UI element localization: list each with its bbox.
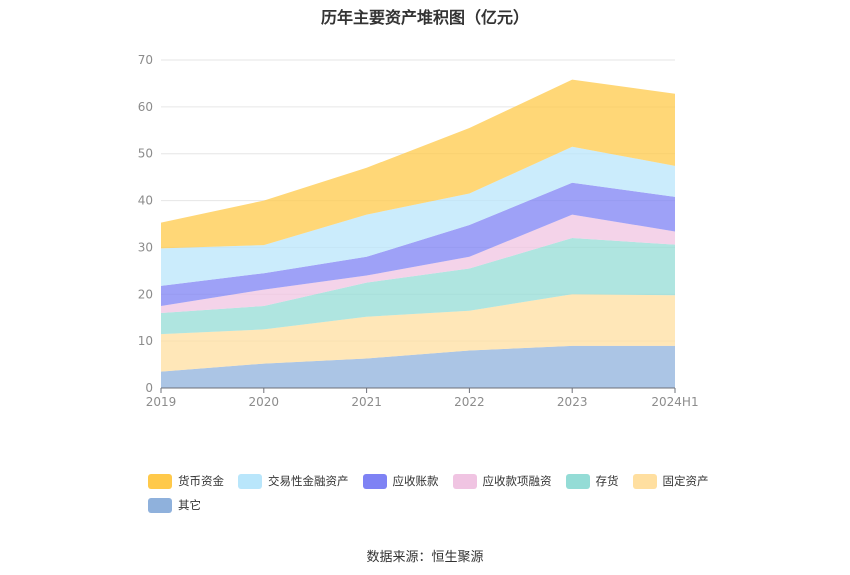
area-series-应收款项融资 (161, 214, 675, 314)
area-series-固定资产 (161, 294, 675, 372)
y-tick-label: 10 (138, 334, 153, 348)
area-series-存货 (161, 238, 675, 335)
legend-label: 其它 (178, 498, 201, 512)
legend-swatch (238, 473, 262, 489)
x-tick-label: 2023 (557, 395, 588, 409)
chart-title: 历年主要资产堆积图（亿元） (320, 8, 529, 27)
legend-swatch (632, 473, 657, 489)
y-tick-label: 50 (138, 147, 153, 161)
legend-item[interactable]: 货币资金 (148, 473, 224, 489)
legend-swatch (565, 473, 590, 489)
legend: 货币资金 交易性金融资产 应收账款 应收款项融资 存货 固定资产其它 (148, 473, 728, 521)
data-source: 数据来源：恒生聚源 (366, 550, 484, 565)
area-series-货币资金 (161, 79, 675, 249)
legend-item[interactable]: 应收账款 (362, 473, 439, 489)
x-tick-label: 2019 (146, 395, 177, 409)
x-tick-label: 2020 (249, 395, 280, 409)
y-tick-label: 20 (138, 287, 153, 301)
legend-item[interactable]: 其它 (148, 497, 201, 513)
y-tick-label: 60 (138, 100, 153, 114)
area-series (161, 79, 675, 388)
x-tick-label: 2021 (351, 395, 382, 409)
legend-label: 存货 (595, 474, 619, 488)
y-tick-label: 40 (138, 194, 153, 208)
area-series-应收账款 (161, 182, 675, 306)
legend-label: 固定资产 (662, 474, 709, 488)
x-tick-label: 2024H1 (651, 395, 698, 409)
legend-label: 应收款项融资 (482, 474, 552, 488)
legend-swatch (148, 497, 172, 513)
legend-label: 交易性金融资产 (268, 474, 349, 488)
legend-swatch (362, 473, 387, 489)
y-tick-label: 30 (138, 240, 153, 254)
legend-item[interactable]: 应收款项融资 (452, 473, 552, 489)
legend-label: 货币资金 (178, 474, 224, 488)
y-tick-label: 0 (145, 381, 153, 395)
area-series-交易性金融资产 (161, 146, 675, 286)
legend-item[interactable]: 交易性金融资产 (238, 473, 349, 489)
legend-swatch (148, 473, 172, 489)
y-tick-label: 70 (138, 53, 153, 67)
x-tick-label: 2022 (454, 395, 485, 409)
axes: 0 10 20 30 40 50 60 70 2019 2020 2021 2022 2023 2024H… (138, 53, 699, 409)
legend-swatch (452, 473, 477, 489)
legend-item[interactable]: 固定资产 (632, 473, 709, 489)
legend-item[interactable]: 存货 (565, 473, 619, 489)
legend-label: 应收账款 (392, 474, 439, 488)
stacked-area-chart: 0 10 20 30 40 50 60 70 2019 2020 2021 2022 2023 2024H… (138, 53, 699, 409)
area-series-其它 (161, 345, 675, 388)
